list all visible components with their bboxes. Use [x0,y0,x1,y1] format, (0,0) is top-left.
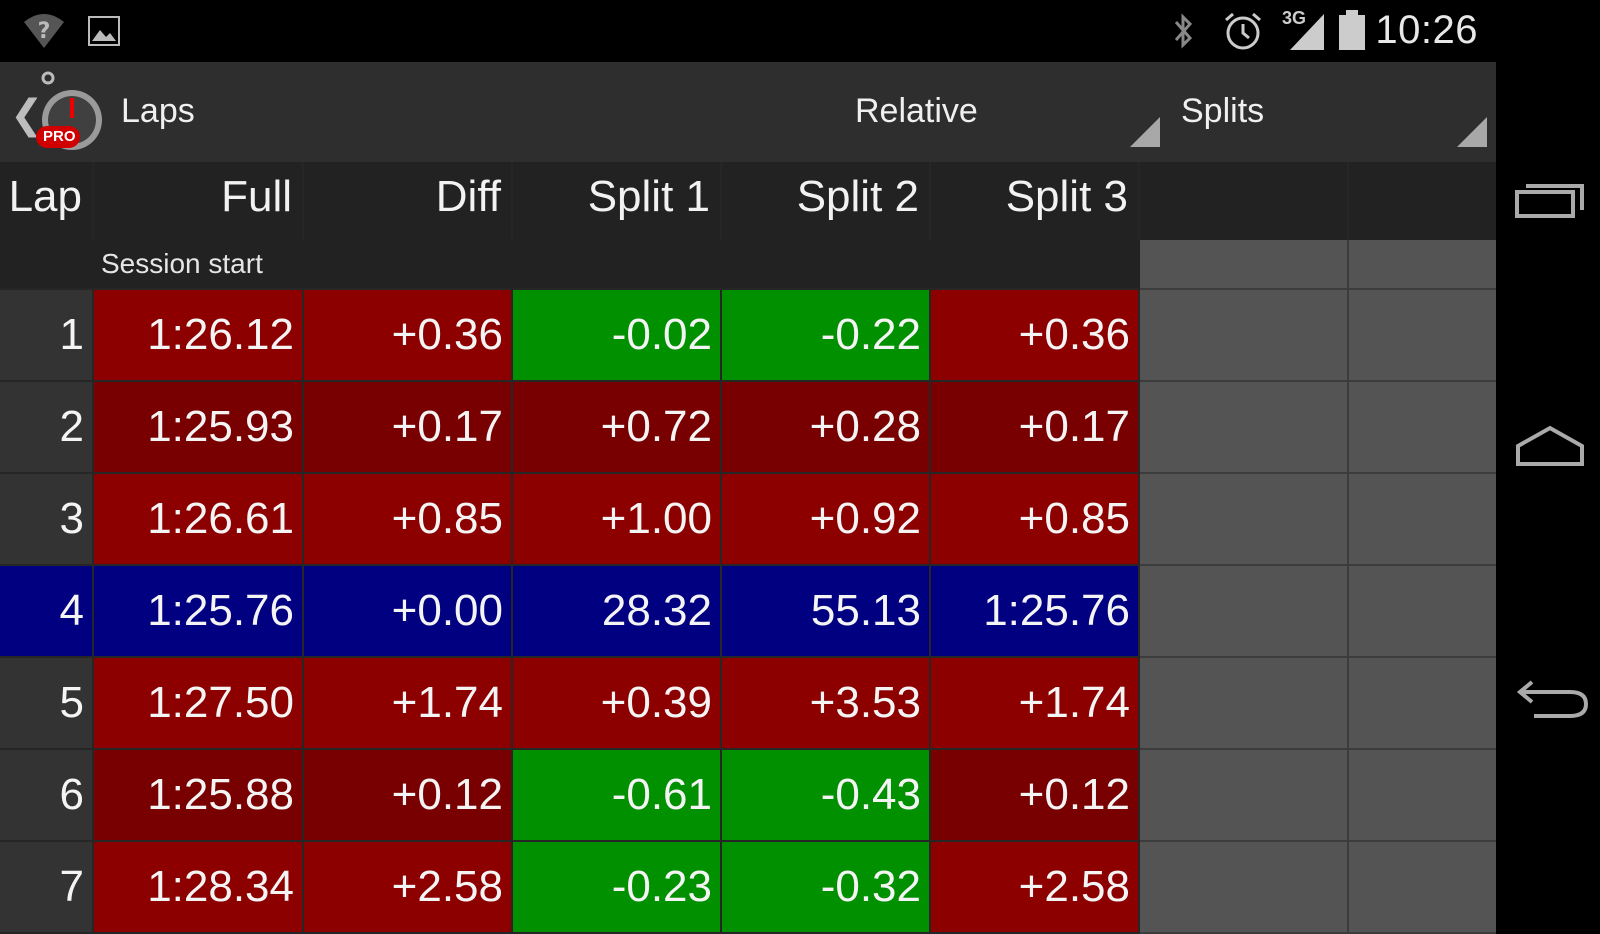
full-time-cell[interactable]: 1:25.76 [94,566,304,658]
s3-time-cell[interactable]: +0.17 [931,382,1140,474]
diff-time-cell[interactable]: +0.17 [304,382,513,474]
empty-cell [1140,566,1349,658]
action-bar: ❮ PRO Laps Relative Splits [0,62,1496,162]
header-empty [1349,162,1496,240]
header-empty [1140,162,1349,240]
diff-time-cell[interactable]: +0.00 [304,566,513,658]
s2-time-cell[interactable]: +3.53 [722,658,931,750]
empty-cell [1140,750,1349,842]
s2-time-cell[interactable]: -0.22 [722,290,931,382]
full-time-cell[interactable]: 1:26.12 [94,290,304,382]
diff-time-cell[interactable]: +0.36 [304,290,513,382]
spinner-dropdown-icon [1457,117,1487,147]
s3-time-cell[interactable]: +1.74 [931,658,1140,750]
view-spinner[interactable]: Splits [1165,62,1487,162]
empty-cell [1349,658,1496,750]
status-bar: ? 3G 10:26 [0,0,1496,62]
diff-time-cell[interactable]: +0.85 [304,474,513,566]
diff-time-cell[interactable]: +0.12 [304,750,513,842]
empty-cell [1140,474,1349,566]
s3-time-cell[interactable]: +0.36 [931,290,1140,382]
s1-time-cell[interactable]: +0.39 [513,658,722,750]
signal-3g-icon: 3G [1282,8,1326,50]
image-notification-icon [88,16,120,46]
empty-cell [1349,566,1496,658]
s1-time-cell[interactable]: -0.23 [513,842,722,934]
empty-cell [1349,240,1496,290]
spinner-dropdown-icon [1130,117,1160,147]
diff-time-cell[interactable]: +2.58 [304,842,513,934]
header-split-1: Split 1 [513,162,722,240]
empty-cell [1140,658,1349,750]
header-split-3: Split 3 [931,162,1140,240]
bluetooth-icon [1174,13,1193,49]
s2-time-cell[interactable]: +0.28 [722,382,931,474]
home-icon[interactable] [1514,424,1586,468]
s3-time-cell[interactable]: +0.85 [931,474,1140,566]
s3-time-cell[interactable]: 1:25.76 [931,566,1140,658]
empty-cell [1140,842,1349,934]
lap-number-cell[interactable]: 5 [0,658,94,750]
full-time-cell[interactable]: 1:25.88 [94,750,304,842]
mode-spinner[interactable]: Relative [820,62,1160,162]
empty-cell [1349,750,1496,842]
s1-time-cell[interactable]: 28.32 [513,566,722,658]
s2-time-cell[interactable]: +0.92 [722,474,931,566]
s1-time-cell[interactable]: -0.61 [513,750,722,842]
back-icon[interactable] [1514,676,1590,722]
wifi-question-icon: ? [24,14,64,48]
view-spinner-label: Splits [1181,92,1265,130]
lap-number-cell[interactable]: 3 [0,474,94,566]
svg-text:?: ? [38,19,51,44]
empty-cell [1349,382,1496,474]
full-time-cell[interactable]: 1:27.50 [94,658,304,750]
battery-icon [1339,10,1365,50]
s2-time-cell[interactable]: 55.13 [722,566,931,658]
page-title: Laps [121,92,195,130]
lap-number-cell[interactable]: 4 [0,566,94,658]
s1-time-cell[interactable]: +0.72 [513,382,722,474]
s1-time-cell[interactable]: -0.02 [513,290,722,382]
network-type-label: 3G [1282,8,1307,28]
empty-cell [1140,290,1349,382]
empty-cell [1140,382,1349,474]
up-navigation[interactable]: ❮ PRO [0,62,110,162]
s2-time-cell[interactable]: -0.43 [722,750,931,842]
pro-badge: PRO [43,128,76,145]
full-time-cell[interactable]: 1:25.93 [94,382,304,474]
header-diff: Diff [304,162,513,240]
full-time-cell[interactable]: 1:28.34 [94,842,304,934]
empty-cell [1349,842,1496,934]
lap-number-cell[interactable]: 7 [0,842,94,934]
s3-time-cell[interactable]: +2.58 [931,842,1140,934]
laps-table: Lap Full Diff Split 1 Split 2 Split 3 Se… [0,162,1496,934]
mode-spinner-label: Relative [855,92,978,130]
stopwatch-logo-icon [36,71,102,150]
empty-cell [1140,240,1349,290]
session-start-label: Session start [101,248,263,279]
recent-apps-icon[interactable] [1514,178,1586,220]
session-row: Session start [0,240,1140,290]
empty-cell [1349,474,1496,566]
header-lap: Lap [0,162,94,240]
chevron-left-icon: ❮ [10,93,44,137]
diff-time-cell[interactable]: +1.74 [304,658,513,750]
alarm-icon [1225,12,1261,50]
header-full: Full [94,162,304,240]
empty-cell [1349,290,1496,382]
s2-time-cell[interactable]: -0.32 [722,842,931,934]
s1-time-cell[interactable]: +1.00 [513,474,722,566]
full-time-cell[interactable]: 1:26.61 [94,474,304,566]
lap-number-cell[interactable]: 1 [0,290,94,382]
header-split-2: Split 2 [722,162,931,240]
lap-number-cell[interactable]: 2 [0,382,94,474]
navigation-bar [1496,0,1600,900]
status-time: 10:26 [1375,8,1478,52]
s3-time-cell[interactable]: +0.12 [931,750,1140,842]
lap-number-cell[interactable]: 6 [0,750,94,842]
